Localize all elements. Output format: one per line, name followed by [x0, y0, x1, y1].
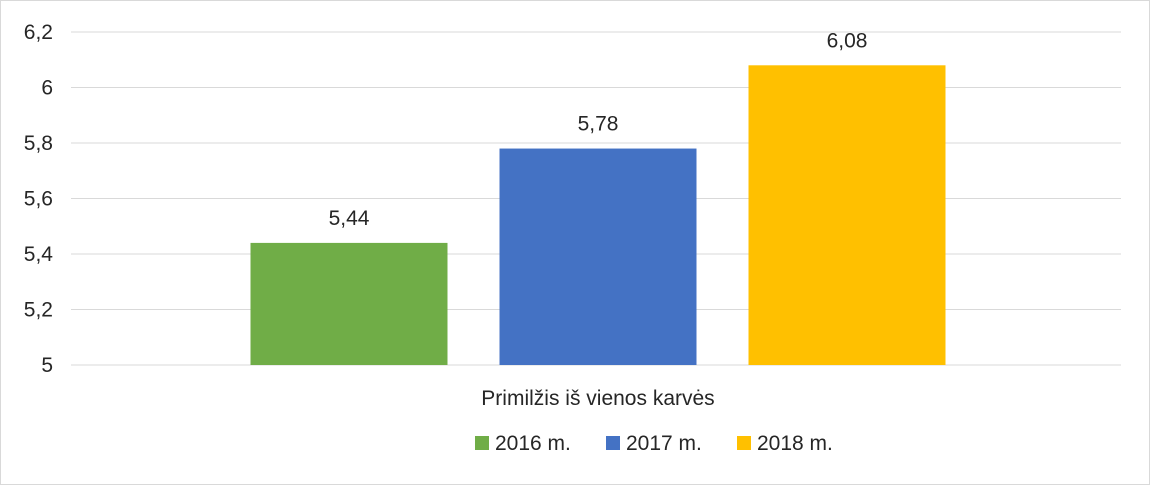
y-tick-label: 5,4 — [24, 243, 54, 266]
y-axis-tick-labels: 5 5,2 5,4 5,6 5,8 6 6,2 — [24, 21, 54, 377]
legend-swatch — [475, 436, 489, 450]
y-tick-label: 5,6 — [24, 188, 53, 211]
data-labels: 5,44 5,78 6,08 — [329, 29, 868, 230]
legend-swatch — [737, 436, 751, 450]
legend: 2016 m. 2017 m. 2018 m. — [475, 432, 833, 455]
bars — [250, 65, 946, 366]
legend-label: 2016 m. — [495, 432, 571, 455]
y-tick-label: 5 — [41, 354, 53, 377]
data-label: 6,08 — [827, 29, 868, 52]
data-label: 5,44 — [329, 207, 370, 230]
y-tick-label: 5,2 — [24, 299, 53, 322]
y-tick-label: 5,8 — [24, 132, 53, 155]
bar-2018m — [748, 65, 946, 366]
bar-2017m — [499, 148, 697, 365]
y-tick-label: 6,2 — [24, 21, 53, 44]
legend-swatch — [606, 436, 620, 450]
y-tick-label: 6 — [41, 77, 53, 100]
category-labels: Primilžis iš vienos karvės — [481, 387, 714, 410]
legend-label: 2018 m. — [757, 432, 833, 455]
category-label: Primilžis iš vienos karvės — [481, 387, 714, 410]
legend-label: 2017 m. — [626, 432, 702, 455]
bar-2016m — [250, 242, 448, 365]
data-label: 5,78 — [578, 113, 619, 136]
